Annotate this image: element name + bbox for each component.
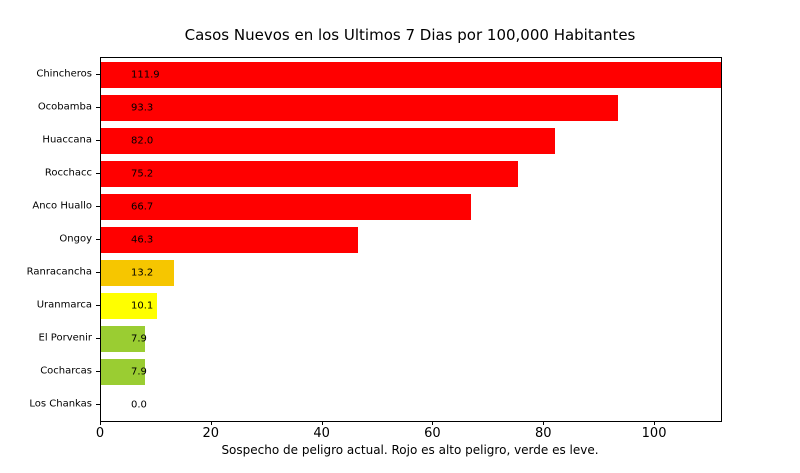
x-tick-label: 60: [424, 426, 441, 441]
y-tick-label: El Porvenir: [38, 332, 92, 343]
bar-value-label: 13.2: [131, 267, 154, 278]
bar: [101, 358, 145, 385]
x-tick-label: 100: [641, 426, 667, 441]
bar: [101, 94, 618, 121]
y-tick-mark: [96, 337, 100, 339]
y-tick-mark: [96, 172, 100, 174]
x-tick-label: 40: [313, 426, 330, 441]
x-tick-label: 20: [202, 426, 220, 441]
x-tick-mark: [321, 421, 323, 425]
y-tick-label: Ongoy: [59, 233, 92, 244]
y-tick-mark: [96, 139, 100, 141]
y-tick-label: Huaccana: [42, 134, 92, 145]
x-tick-mark: [432, 421, 434, 425]
y-tick-label: Uranmarca: [36, 299, 92, 310]
bar-value-label: 75.2: [131, 168, 154, 179]
y-tick-mark: [96, 238, 100, 240]
bar-value-label: 7.9: [131, 333, 147, 344]
x-tick-mark: [543, 421, 545, 425]
x-axis-label: Sospecho de peligro actual. Rojo es alto…: [221, 443, 599, 457]
bar: [101, 259, 175, 286]
bar-value-label: 93.3: [131, 102, 154, 113]
x-tick-label: 0: [95, 426, 105, 441]
y-tick-label: Chincheros: [36, 68, 92, 79]
bar: [101, 193, 471, 220]
bar: [101, 226, 358, 253]
y-tick-mark: [96, 271, 100, 273]
y-tick-mark: [96, 403, 100, 405]
y-tick-label: Rocchacc: [44, 167, 92, 178]
bar-value-label: 46.3: [131, 234, 154, 245]
bar: [101, 160, 518, 187]
bar-value-label: 111.9: [131, 69, 160, 80]
y-tick-mark: [96, 205, 100, 207]
y-tick-label: Anco Huallo: [32, 200, 92, 211]
y-tick-label: Ocobamba: [37, 101, 92, 112]
chart-title: Casos Nuevos en los Ultimos 7 Dias por 1…: [184, 26, 636, 44]
bar-value-label: 7.9: [131, 366, 147, 377]
plot-area: 111.9 93.3 82.0 75.2 66.7 46.3 13.2 10.1 7.9 7.9 0…: [100, 57, 722, 422]
y-tick-label: Cocharcas: [40, 365, 92, 376]
bar-value-label: 10.1: [131, 300, 154, 311]
y-tick-mark: [96, 370, 100, 372]
bar-value-label: 0.0: [131, 399, 147, 410]
y-tick-label: Los Chankas: [29, 398, 92, 409]
bar: [101, 127, 556, 154]
bar: [101, 325, 145, 352]
bar-value-label: 66.7: [131, 201, 154, 212]
x-tick-mark: [100, 421, 101, 425]
bar-value-label: 82.0: [131, 135, 154, 146]
x-tick-mark: [654, 421, 656, 425]
y-tick-mark: [96, 73, 100, 75]
x-tick-label: 80: [534, 426, 552, 441]
y-tick-mark: [96, 106, 100, 108]
bar: [101, 292, 157, 319]
bar: [101, 61, 721, 88]
y-tick-label: Ranracancha: [26, 266, 92, 277]
y-tick-mark: [96, 304, 100, 306]
x-tick-mark: [210, 421, 212, 425]
